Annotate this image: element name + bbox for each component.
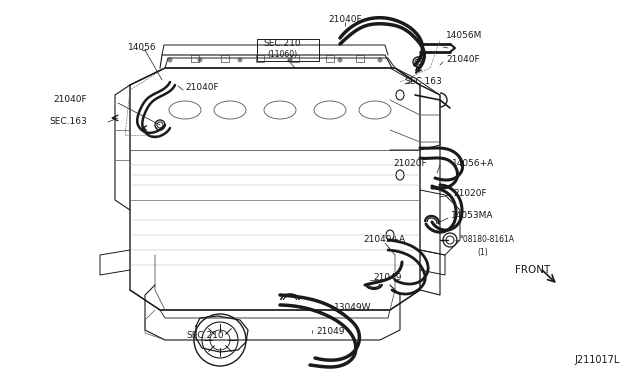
Text: 14056: 14056 [128,42,156,51]
Circle shape [198,58,202,62]
Text: 21040F: 21040F [446,55,479,64]
Text: 21020F: 21020F [393,158,427,167]
Text: 21049: 21049 [373,273,401,282]
Text: 14056M: 14056M [446,31,483,39]
Circle shape [168,58,173,62]
Text: 21040F: 21040F [185,83,219,93]
Text: °08180-8161A: °08180-8161A [459,235,514,244]
Circle shape [337,58,342,62]
Text: SEC.210: SEC.210 [186,331,223,340]
Circle shape [237,58,243,62]
Text: 14053MA: 14053MA [451,211,493,219]
Text: SEC.163: SEC.163 [49,118,87,126]
Circle shape [287,58,292,62]
Text: SEC.163: SEC.163 [404,77,442,87]
Text: 21040F: 21040F [53,96,87,105]
Text: J211017L: J211017L [575,355,620,365]
Text: 21049+A: 21049+A [363,235,405,244]
Text: 13049W: 13049W [334,302,371,311]
Text: 14056+A: 14056+A [452,158,494,167]
Circle shape [378,58,383,62]
Text: SEC.210: SEC.210 [263,39,301,48]
Text: 21040F: 21040F [328,16,362,25]
Text: 21020F: 21020F [453,189,486,198]
Text: (11060): (11060) [267,51,297,60]
Text: (1): (1) [477,247,488,257]
Text: 21049: 21049 [316,327,344,336]
Text: FRONT: FRONT [515,265,550,275]
